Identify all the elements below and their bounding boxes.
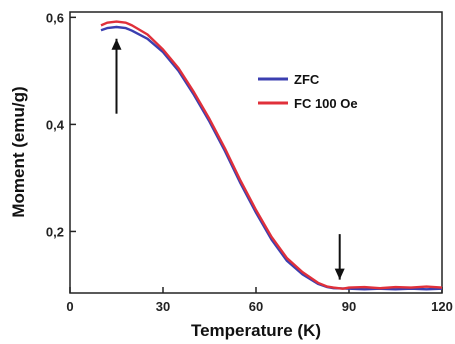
x-tick-label: 90 bbox=[342, 299, 356, 314]
annotation-layer bbox=[111, 38, 345, 280]
legend-label: ZFC bbox=[294, 72, 320, 87]
x-tick-label: 60 bbox=[249, 299, 263, 314]
x-axis-title: Temperature (K) bbox=[191, 321, 321, 340]
series-line-fc-100-oe bbox=[100, 20, 443, 290]
y-tick-label: 0,6 bbox=[46, 10, 64, 25]
legend: ZFC FC 100 Oe bbox=[258, 72, 358, 111]
series-layer bbox=[100, 20, 443, 291]
arrow-down-icon bbox=[334, 234, 345, 280]
arrow-head bbox=[111, 38, 122, 50]
x-tick-label: 30 bbox=[156, 299, 170, 314]
y-tick-label: 0,4 bbox=[46, 117, 65, 132]
arrow-up-icon bbox=[111, 38, 122, 114]
arrow-head bbox=[334, 268, 345, 280]
y-tick-label: 0,2 bbox=[46, 224, 64, 239]
x-tick-label: 0 bbox=[66, 299, 73, 314]
tick-layer: 0 30 60 90 120 0,2 0,4 0,6 bbox=[46, 10, 453, 314]
y-axis-title: Moment (emu/g) bbox=[9, 86, 28, 217]
legend-label: FC 100 Oe bbox=[294, 96, 358, 111]
plot-area bbox=[69, 11, 443, 294]
x-tick-label: 120 bbox=[431, 299, 453, 314]
